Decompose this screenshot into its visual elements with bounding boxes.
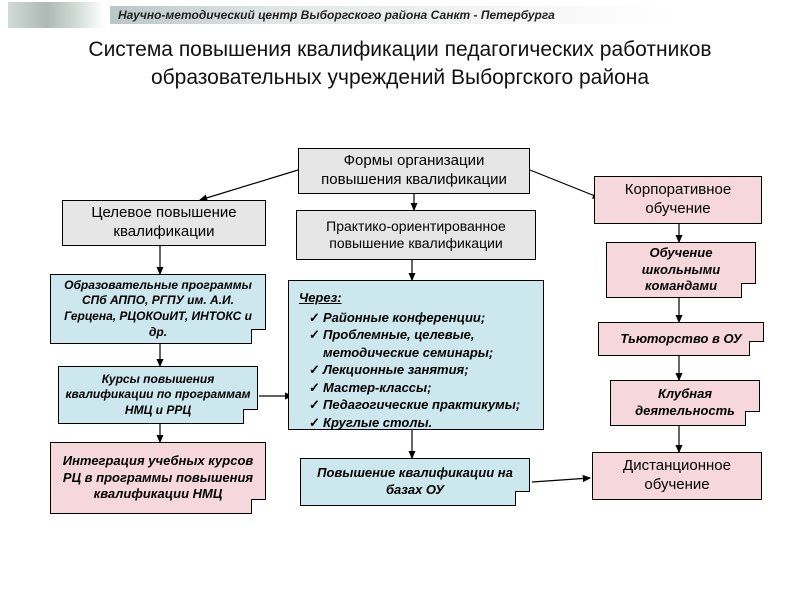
page-title: Система повышения квалификации педагогич… [60, 36, 740, 93]
node-corp: Корпоративное обучение [594, 176, 762, 224]
node-integ: Интеграция учебных курсов РЦ в программы… [50, 442, 266, 514]
accent-gradient [8, 2, 104, 28]
list-item: Мастер-классы; [313, 379, 533, 397]
header-bar: Научно-методический центр Выборгского ра… [110, 6, 678, 24]
node-dist: Дистанционное обучение [592, 452, 762, 500]
node-practice: Практико-ориентированное повышение квали… [296, 210, 536, 260]
node-bases: Повышение квалификации на базах ОУ [300, 458, 530, 506]
node-tutor: Тьюторство в ОУ [598, 322, 764, 356]
node-target: Целевое повышение квалификации [62, 200, 266, 246]
node-edu: Образовательные программы СПб АППО, РГПУ… [50, 274, 266, 344]
node-through-list: Через: Районные конференции;Проблемные, ц… [288, 280, 544, 430]
node-courses: Курсы повышения квалификации по программ… [58, 366, 258, 424]
list-item: Лекционные занятия; [313, 361, 533, 379]
list-lead: Через: [299, 289, 533, 307]
node-teams: Обучение школьными командами [606, 242, 756, 298]
list-item: Круглые столы. [313, 414, 533, 432]
list-item: Проблемные, целевые, методические семина… [313, 326, 533, 361]
node-forms: Формы организации повышения квалификации [298, 148, 530, 194]
list-item: Педагогические практикумы; [313, 396, 533, 414]
list-item: Районные конференции; [313, 309, 533, 327]
node-club: Клубная деятельность [610, 380, 760, 426]
